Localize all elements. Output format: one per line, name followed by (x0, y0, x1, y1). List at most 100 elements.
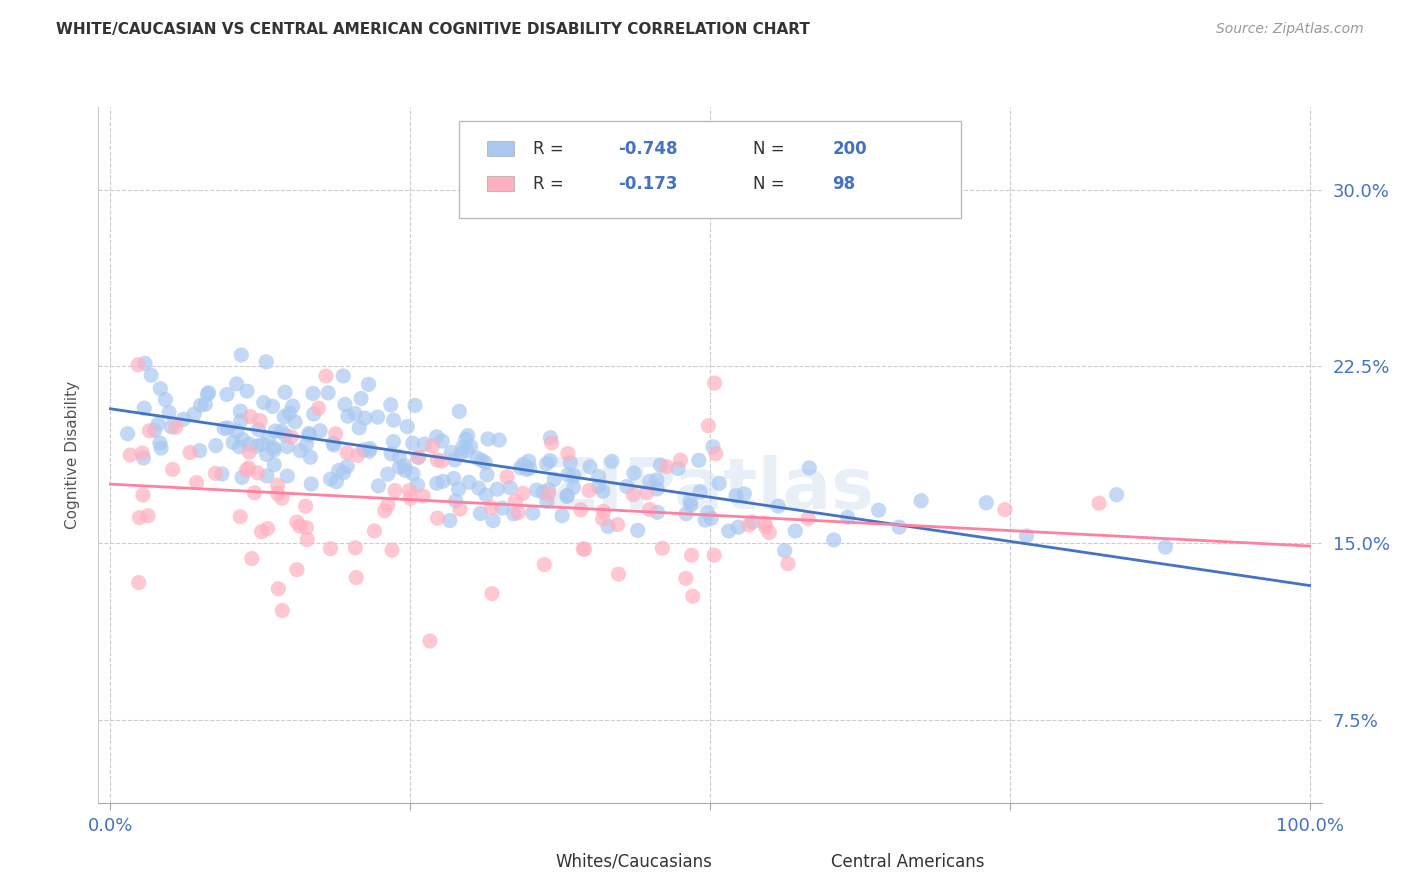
Point (231, 470, 253, 484)
Point (696, 506, 718, 520)
Point (228, 440, 250, 454)
Point (402, 436, 425, 450)
Point (128, 510, 150, 524)
Point (290, 443, 312, 458)
Point (394, 463, 416, 477)
Point (399, 491, 422, 506)
Point (256, 447, 278, 461)
Point (217, 421, 239, 435)
Point (458, 475, 481, 490)
Point (308, 401, 330, 416)
Point (406, 478, 429, 492)
Point (444, 493, 467, 508)
Point (837, 510, 859, 524)
Point (578, 483, 600, 498)
Point (302, 407, 325, 421)
Text: N =: N = (752, 175, 790, 193)
Point (243, 485, 266, 500)
Point (238, 445, 260, 459)
Point (172, 412, 194, 426)
Point (519, 461, 541, 475)
Point (299, 450, 322, 465)
Point (271, 491, 294, 506)
Point (271, 603, 294, 617)
Point (284, 415, 307, 429)
Point (179, 445, 201, 459)
Point (647, 505, 669, 519)
Point (343, 407, 366, 421)
Point (229, 414, 252, 428)
Text: Source: ZipAtlas.com: Source: ZipAtlas.com (1216, 22, 1364, 37)
Point (134, 401, 156, 416)
Point (650, 458, 672, 472)
Point (149, 436, 172, 450)
Point (799, 461, 821, 475)
Text: WHITE/CAUCASIAN VS CENTRAL AMERICAN COGNITIVE DISABILITY CORRELATION CHART: WHITE/CAUCASIAN VS CENTRAL AMERICAN COGN… (56, 22, 810, 37)
Point (264, 424, 287, 438)
Point (538, 431, 561, 445)
Point (333, 397, 356, 411)
Point (468, 481, 491, 495)
Point (298, 426, 321, 441)
Point (579, 459, 602, 474)
Point (443, 453, 465, 467)
Point (165, 420, 187, 434)
Point (636, 485, 658, 500)
Point (309, 424, 332, 438)
Point (733, 487, 755, 501)
Point (703, 376, 725, 390)
Point (486, 482, 509, 496)
Point (456, 443, 478, 458)
FancyBboxPatch shape (488, 176, 515, 191)
Point (426, 476, 449, 491)
Point (295, 521, 318, 535)
Point (477, 432, 499, 446)
Point (543, 472, 565, 486)
Point (741, 515, 763, 529)
Text: Whites/Caucasians: Whites/Caucasians (555, 853, 713, 871)
Point (432, 475, 454, 489)
Point (717, 524, 740, 538)
Point (298, 428, 321, 442)
Point (238, 461, 260, 475)
Point (419, 634, 441, 648)
Point (1154, 540, 1177, 554)
Point (404, 398, 426, 412)
Point (797, 511, 820, 525)
Point (117, 426, 139, 441)
Point (509, 460, 531, 475)
Point (910, 493, 932, 508)
Point (285, 515, 308, 529)
Point (491, 501, 513, 516)
Point (557, 446, 579, 460)
Point (256, 468, 278, 483)
Point (157, 405, 180, 419)
Point (481, 500, 503, 515)
Point (328, 463, 350, 477)
Point (481, 586, 503, 600)
Point (488, 433, 510, 447)
Point (382, 434, 405, 449)
Point (426, 511, 449, 525)
Point (229, 404, 252, 418)
Point (758, 525, 780, 540)
Point (315, 369, 337, 384)
Point (994, 502, 1017, 516)
Point (426, 453, 449, 467)
Point (430, 434, 453, 448)
Point (592, 484, 614, 499)
Point (537, 483, 560, 497)
Point (592, 504, 614, 518)
Point (225, 424, 247, 438)
Point (443, 471, 465, 485)
Point (344, 541, 367, 555)
Point (374, 504, 396, 518)
Point (232, 433, 254, 447)
Point (256, 522, 278, 536)
Point (724, 489, 747, 503)
Point (382, 413, 405, 427)
Point (398, 483, 420, 498)
Point (703, 548, 725, 562)
Point (350, 392, 373, 406)
Point (450, 446, 472, 460)
